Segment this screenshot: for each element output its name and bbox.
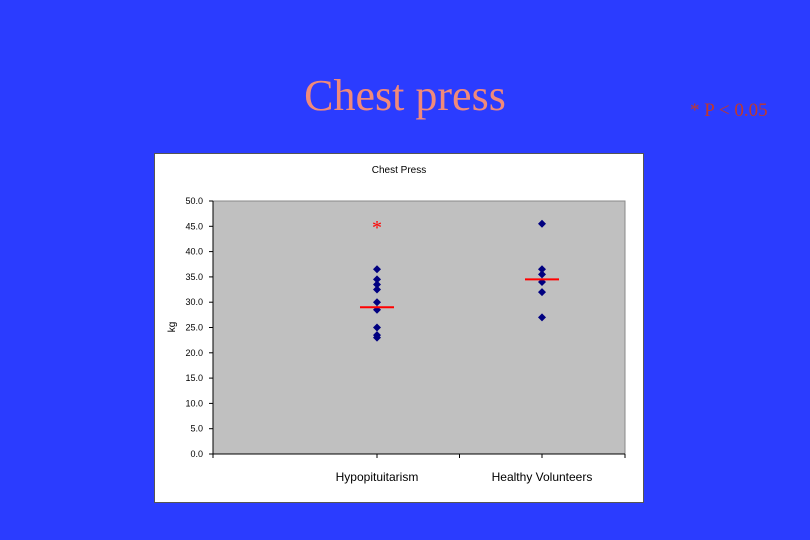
plot-area (212, 200, 626, 455)
data-point (373, 333, 381, 342)
y-tick-label: 25.0 (185, 323, 203, 333)
data-point (538, 313, 546, 322)
x-category-label: Healthy Volunteers (492, 470, 593, 484)
x-category-label: Hypopituitarism (336, 470, 419, 484)
y-tick-label: 45.0 (185, 221, 203, 231)
data-marks: * (360, 217, 559, 458)
chart-container: Chest Press kg 0.0 5.0 10.0 15.0 20.0 25.0 30.… (154, 153, 644, 503)
significance-asterisk: * (372, 217, 382, 239)
significance-note: * P < 0.05 (690, 100, 768, 121)
data-point (538, 288, 546, 297)
y-tick-label: 20.0 (185, 348, 203, 358)
data-point (373, 265, 381, 274)
y-tick-label: 30.0 (185, 297, 203, 307)
y-tick-label: 0.0 (190, 449, 203, 459)
data-point (538, 270, 546, 279)
data-point (373, 305, 381, 314)
y-tick-label: 40.0 (185, 247, 203, 257)
chest-press-chart: Chest Press kg 0.0 5.0 10.0 15.0 20.0 25.0 30.… (167, 165, 626, 484)
chart-title: Chest Press (372, 165, 426, 176)
data-point (373, 285, 381, 294)
y-axis-label: kg (167, 322, 178, 333)
data-point (373, 280, 381, 289)
y-tick-label: 35.0 (185, 272, 203, 282)
data-point (373, 323, 381, 332)
slide-title: Chest press (304, 71, 506, 120)
data-point (538, 265, 546, 274)
y-tick-label: 10.0 (185, 398, 203, 408)
y-tick-label: 50.0 (185, 196, 203, 206)
data-point (373, 275, 381, 284)
x-axis: Hypopituitarism Healthy Volunteers (212, 453, 626, 484)
y-tick-label: 15.0 (185, 373, 203, 383)
data-point (373, 298, 381, 307)
y-tick-label: 5.0 (190, 424, 203, 434)
data-point (538, 219, 546, 228)
y-axis: 0.0 5.0 10.0 15.0 20.0 25.0 30.0 35.0 40.0 45.0 50… (185, 196, 214, 459)
